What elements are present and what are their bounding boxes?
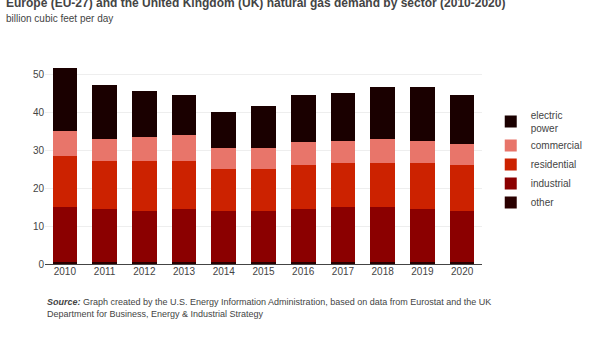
svg-text:commercial: commercial — [531, 140, 582, 151]
svg-text:2016: 2016 — [292, 266, 315, 277]
svg-text:2011: 2011 — [94, 266, 116, 277]
svg-text:other: other — [531, 197, 554, 208]
svg-text:2015: 2015 — [252, 266, 275, 277]
svg-text:2010: 2010 — [54, 266, 77, 277]
svg-text:10: 10 — [33, 221, 45, 232]
svg-text:industrial: industrial — [531, 178, 571, 189]
svg-text:20: 20 — [33, 183, 45, 194]
svg-text:30: 30 — [33, 145, 45, 156]
svg-text:2013: 2013 — [173, 266, 196, 277]
svg-text:2018: 2018 — [372, 266, 395, 277]
svg-text:residential: residential — [531, 159, 577, 170]
svg-text:50: 50 — [33, 69, 45, 80]
svg-text:2012: 2012 — [133, 266, 156, 277]
svg-text:2020: 2020 — [451, 266, 474, 277]
svg-text:40: 40 — [33, 107, 45, 118]
svg-text:electricpower: electricpower — [531, 110, 563, 134]
svg-text:2017: 2017 — [332, 266, 355, 277]
svg-text:2019: 2019 — [411, 266, 434, 277]
svg-text:Europe (EU-27) and the United: Europe (EU-27) and the United Kingdom (U… — [6, 0, 505, 24]
svg-text:0: 0 — [38, 259, 44, 270]
svg-text:2014: 2014 — [213, 266, 236, 277]
svg-text:Source: Graph created by the U: Source: Graph created by the U.S. Energy… — [47, 297, 491, 319]
